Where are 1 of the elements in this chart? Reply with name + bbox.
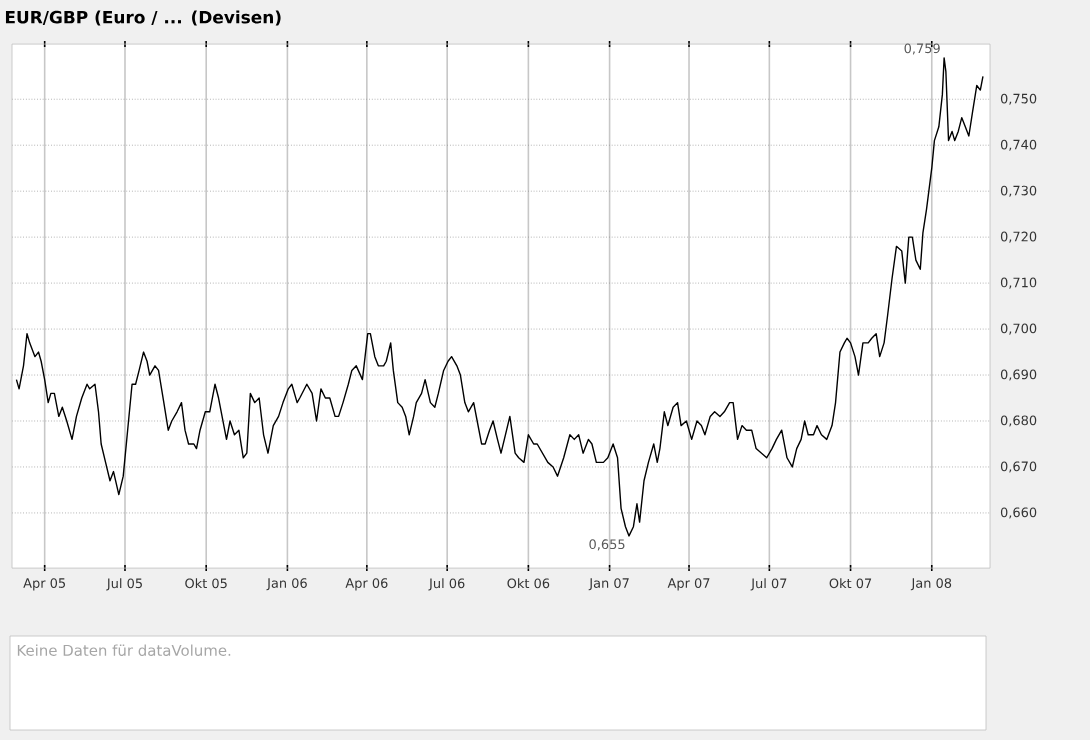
chart-title: EUR/GBP (Euro / ... (Devisen): [5, 10, 281, 26]
